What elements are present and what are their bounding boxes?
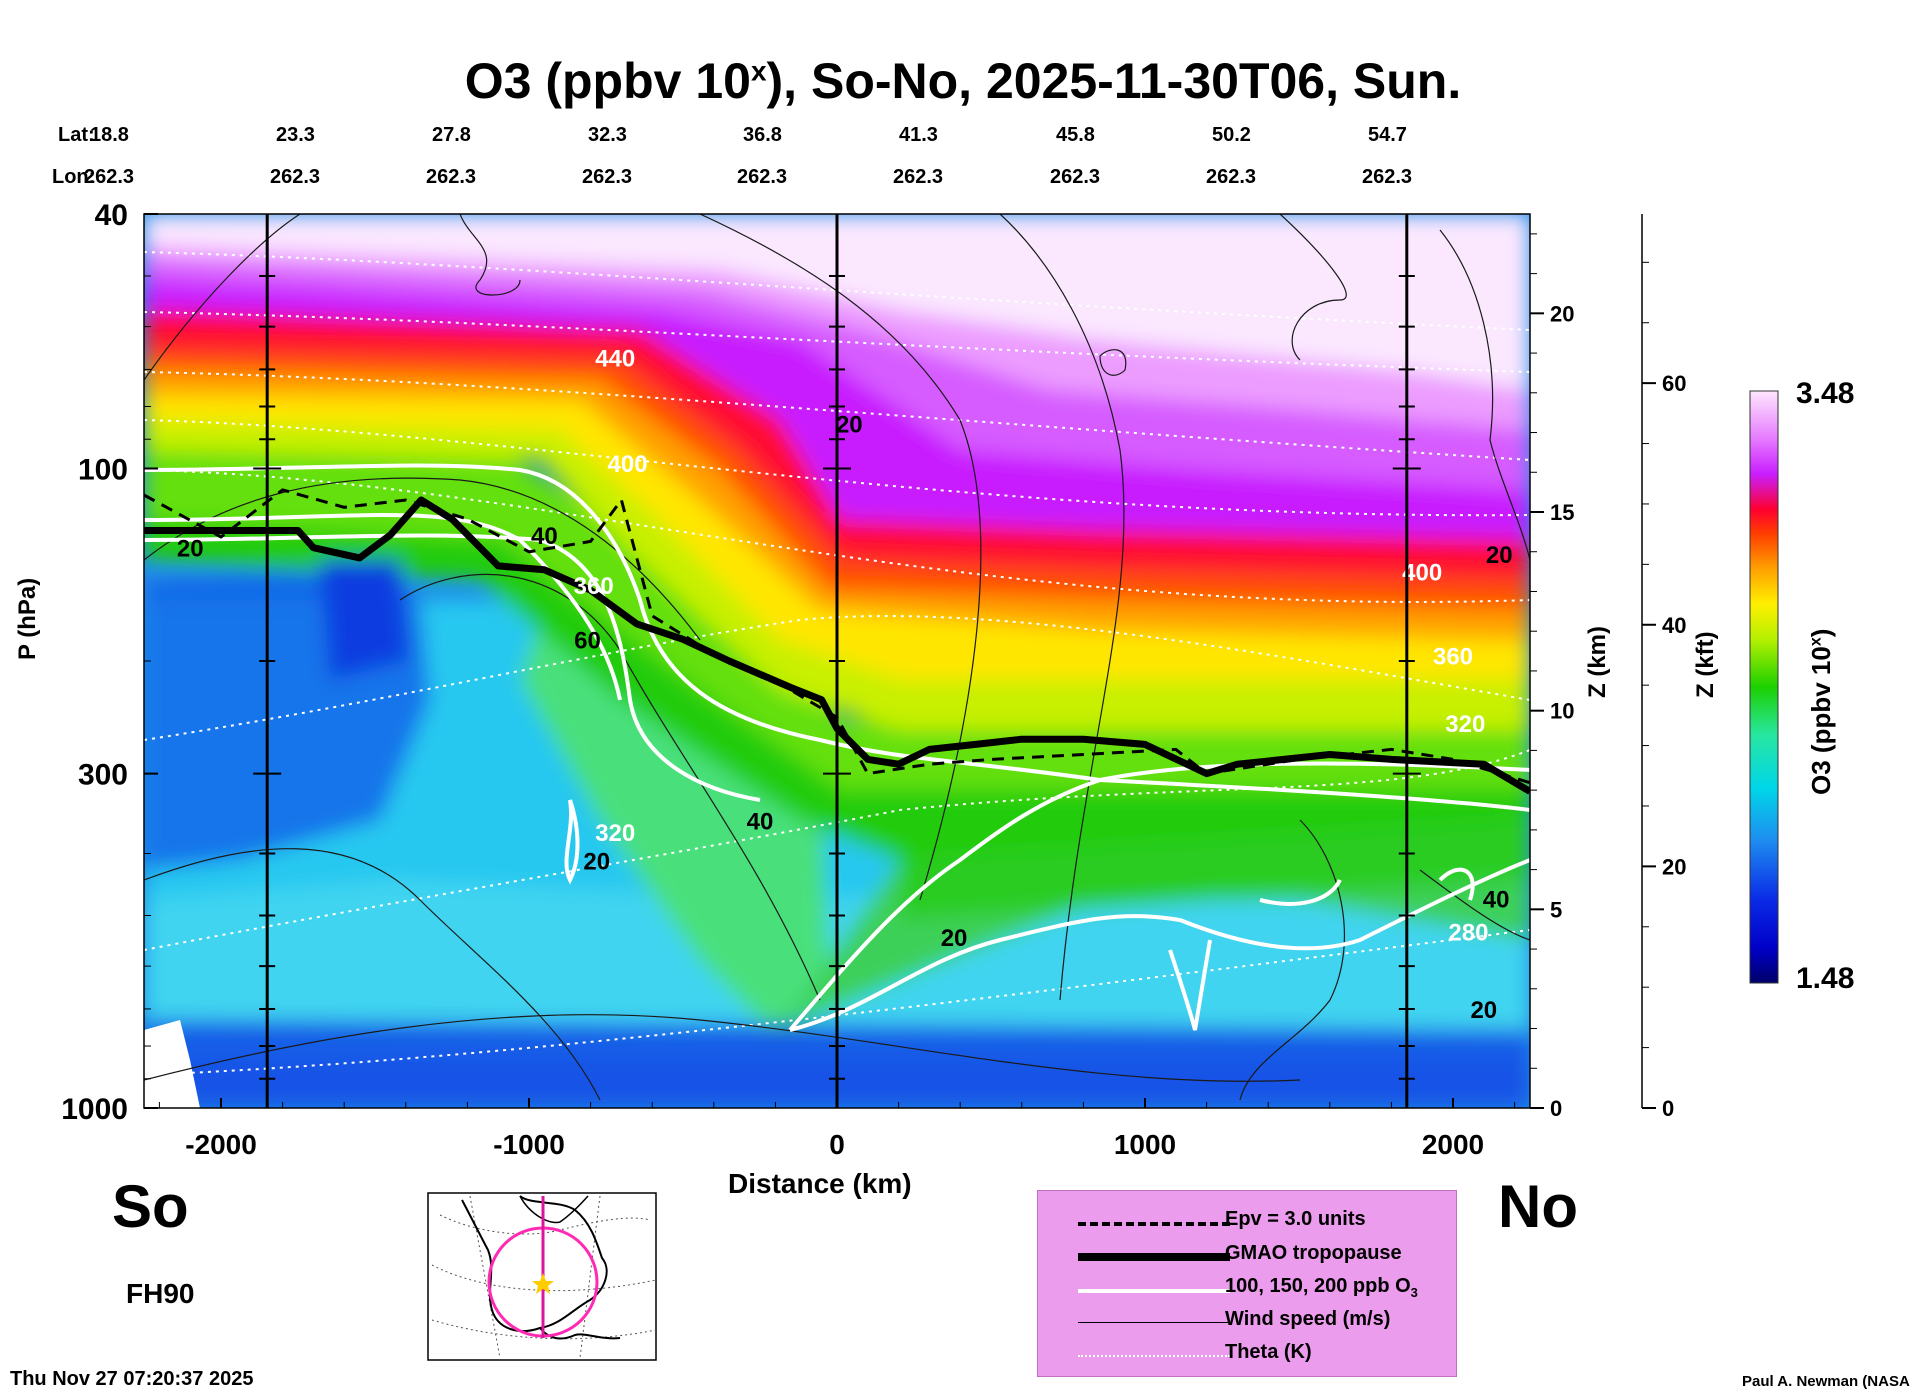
wind-label: 20 bbox=[177, 536, 204, 563]
lon-value: 262.3 bbox=[426, 166, 477, 188]
wind-label: 40 bbox=[747, 808, 774, 835]
axes: -2000 -1000 0 1000 2000 40 100 300 1000 0 5 10 15 20 0… bbox=[61, 199, 1686, 1160]
forecast-hour: FH90 bbox=[126, 1278, 195, 1309]
theta-label: 440 bbox=[595, 345, 635, 372]
theta-label: 360 bbox=[574, 573, 614, 600]
lat-value: 41.3 bbox=[899, 124, 938, 146]
legend-item-tropopause: GMAO tropopause bbox=[1038, 1242, 1456, 1274]
zkm-tick-label: 0 bbox=[1550, 1096, 1562, 1121]
legend-swatch-dashed bbox=[1078, 1222, 1230, 1226]
lon-value: 262.3 bbox=[582, 166, 633, 188]
legend-item-epv: Epv = 3.0 units bbox=[1038, 1208, 1456, 1240]
theta-label: 360 bbox=[1433, 643, 1473, 670]
wind-contours bbox=[144, 214, 1530, 1101]
lat-value: 18.8 bbox=[90, 124, 129, 146]
lon-value: 262.3 bbox=[737, 166, 788, 188]
lon-value: 262.3 bbox=[893, 166, 944, 188]
theta-label: 320 bbox=[595, 820, 635, 847]
wind-label: 20 bbox=[941, 925, 968, 952]
legend-swatch-dotted bbox=[1078, 1355, 1230, 1357]
legend-swatch-thick bbox=[1078, 1253, 1230, 1261]
zkm-tick-label: 15 bbox=[1550, 500, 1574, 525]
legend-item-theta: Theta (K) bbox=[1038, 1341, 1456, 1373]
lon-value: 262.3 bbox=[1362, 166, 1413, 188]
x-tick-label: 1000 bbox=[1114, 1129, 1176, 1160]
theta-label: 400 bbox=[1402, 560, 1442, 587]
lon-value: 262.3 bbox=[270, 166, 321, 188]
legend-swatch-thin bbox=[1078, 1322, 1230, 1323]
theta-label: 320 bbox=[1445, 711, 1485, 738]
x-tick-label: -1000 bbox=[493, 1129, 565, 1160]
theta-label: 280 bbox=[1448, 920, 1488, 947]
lat-value: 27.8 bbox=[432, 124, 471, 146]
legend-item-o3: 100, 150, 200 ppb O3 bbox=[1038, 1275, 1456, 1307]
wind-label: 20 bbox=[1470, 997, 1497, 1024]
so-label: So bbox=[112, 1173, 189, 1240]
zkft-tick-label: 40 bbox=[1662, 613, 1686, 638]
section-markers bbox=[253, 214, 1421, 1108]
colorbar-title: O3 (ppbv 10x) bbox=[1806, 628, 1836, 795]
zkft-tick-label: 20 bbox=[1662, 854, 1686, 879]
zkm-tick-label: 5 bbox=[1550, 897, 1562, 922]
lat-value: 54.7 bbox=[1368, 124, 1407, 146]
timestamp: Thu Nov 27 07:20:37 2025 bbox=[10, 1368, 254, 1390]
x-tick-label: 0 bbox=[829, 1129, 845, 1160]
wind-label: 60 bbox=[574, 627, 601, 654]
contour-labels: 440 400 360 320 400 360 320 280 20 40 60 20 40 20 20 20… bbox=[177, 345, 1513, 1024]
z-km-axis-title: Z (km) bbox=[1584, 626, 1611, 698]
y-axis-title: P (hPa) bbox=[14, 577, 41, 660]
zkm-tick-label: 20 bbox=[1550, 301, 1574, 326]
y-tick-label: 40 bbox=[95, 199, 128, 232]
inset-map bbox=[427, 1192, 657, 1361]
lat-label: Lat: bbox=[58, 124, 95, 146]
lon-value: 262.3 bbox=[84, 166, 135, 188]
epv-line bbox=[144, 488, 1530, 785]
z-kft-axis-title: Z (kft) bbox=[1692, 631, 1719, 698]
colorbar-min: 1.48 bbox=[1796, 962, 1855, 995]
lon-value: 262.3 bbox=[1206, 166, 1257, 188]
tropopause-lines bbox=[144, 488, 1530, 795]
x-tick-label: 2000 bbox=[1422, 1129, 1484, 1160]
lon-label: Lon: bbox=[52, 166, 96, 188]
credit: Paul A. Newman (NASA bbox=[1742, 1373, 1910, 1390]
zkm-tick-label: 10 bbox=[1550, 699, 1574, 724]
lat-value: 23.3 bbox=[276, 124, 315, 146]
zkft-tick-label: 60 bbox=[1662, 371, 1686, 396]
theta-contours bbox=[144, 251, 1530, 1076]
y-tick-label: 1000 bbox=[61, 1093, 128, 1126]
zkft-tick-label: 0 bbox=[1662, 1096, 1674, 1121]
lat-value: 45.8 bbox=[1056, 124, 1095, 146]
y-tick-label: 100 bbox=[78, 453, 128, 486]
legend-swatch-white bbox=[1078, 1289, 1230, 1293]
wind-label: 20 bbox=[1486, 542, 1513, 569]
x-tick-label: -2000 bbox=[185, 1129, 257, 1160]
legend: Epv = 3.0 units GMAO tropopause 100, 150… bbox=[1037, 1190, 1457, 1377]
lat-value: 50.2 bbox=[1212, 124, 1251, 146]
colorbar bbox=[1749, 390, 1779, 984]
x-axis-title: Distance (km) bbox=[728, 1168, 912, 1199]
no-label: No bbox=[1498, 1173, 1578, 1240]
lon-value: 262.3 bbox=[1050, 166, 1101, 188]
tropopause-line bbox=[144, 496, 1530, 795]
wind-label: 20 bbox=[836, 411, 863, 438]
wind-label: 20 bbox=[583, 848, 610, 875]
chart-title: O3 (ppbv 10x), So-No, 2025-11-30T06, Sun… bbox=[464, 53, 1462, 109]
lat-value: 32.3 bbox=[588, 124, 627, 146]
y-tick-label: 300 bbox=[78, 759, 128, 792]
colorbar-max: 3.48 bbox=[1796, 377, 1855, 410]
legend-item-wind: Wind speed (m/s) bbox=[1038, 1308, 1456, 1340]
wind-label: 40 bbox=[531, 523, 558, 550]
lat-value: 36.8 bbox=[743, 124, 782, 146]
theta-label: 400 bbox=[608, 451, 648, 478]
o3-contours bbox=[144, 463, 1530, 1032]
wind-label: 40 bbox=[1483, 886, 1510, 913]
